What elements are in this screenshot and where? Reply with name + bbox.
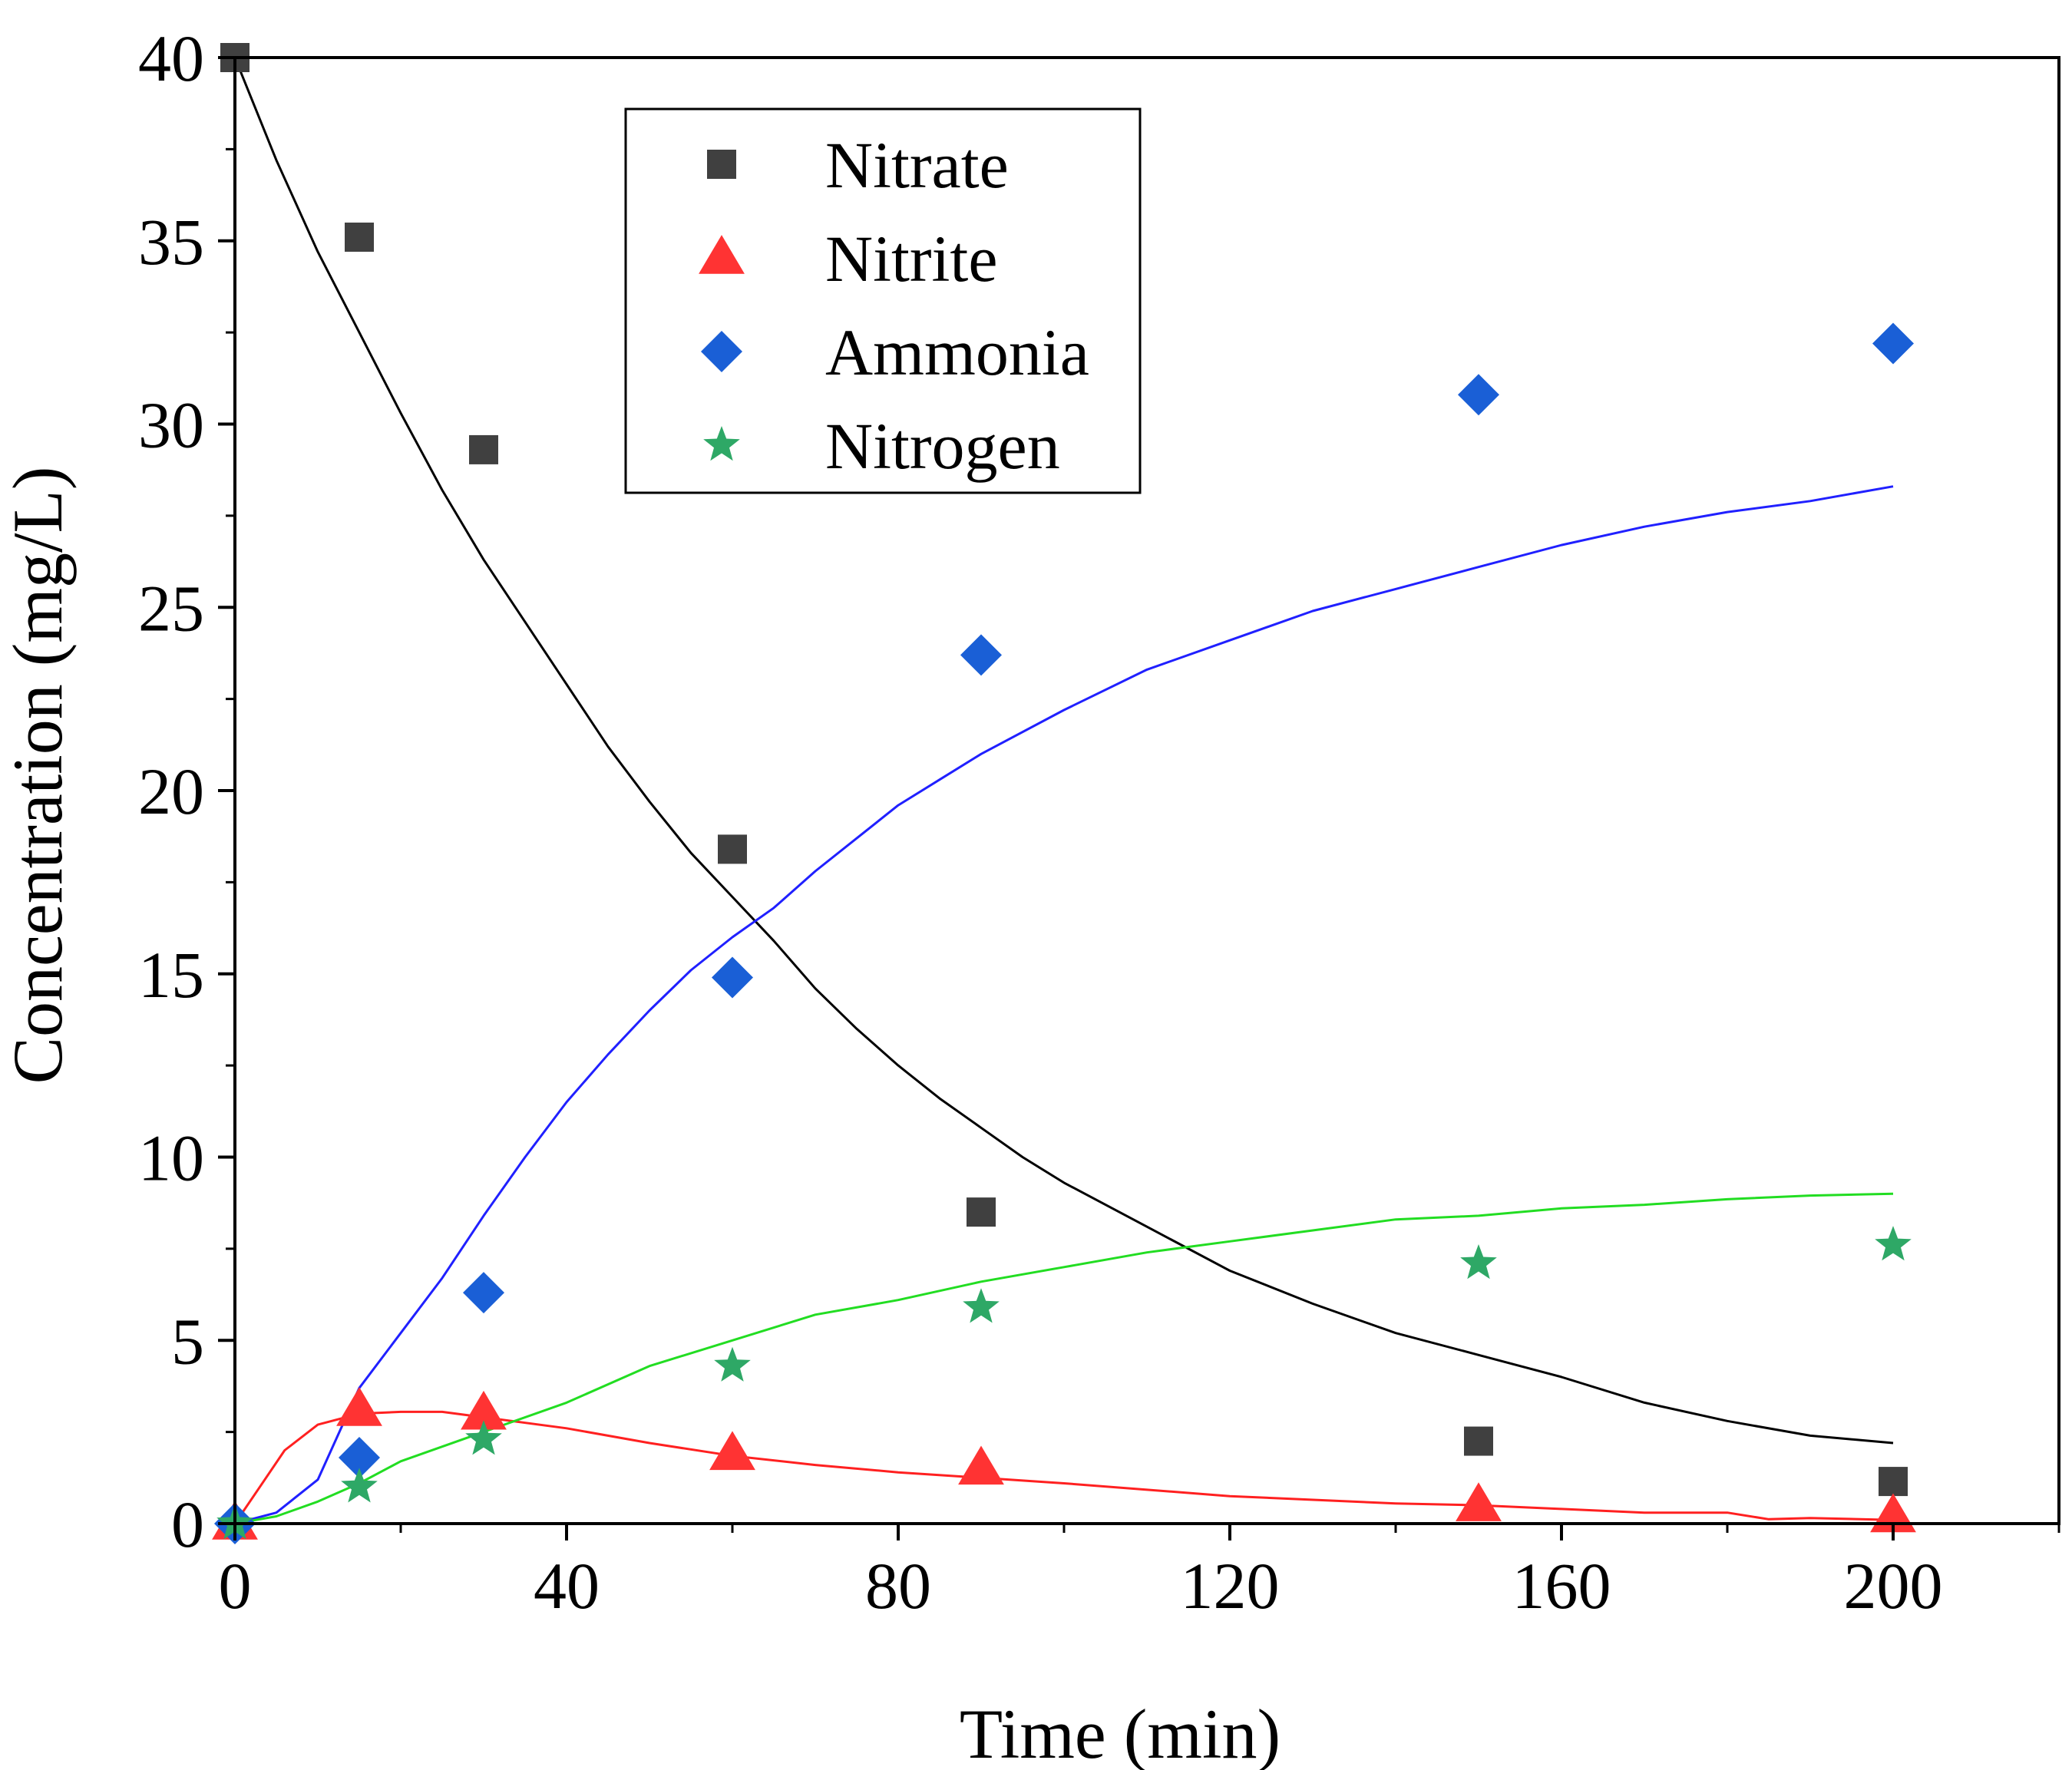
nitrite-point — [1456, 1482, 1502, 1521]
ammonia-model-line — [234, 485, 1894, 1525]
x-tick-label: 0 — [219, 1549, 252, 1623]
legend-ammonia-label: Ammonia — [825, 315, 1089, 389]
y-axis: 0 5 10 15 20 25 30 35 40 — [138, 21, 235, 1561]
x-tick-label: 160 — [1512, 1549, 1611, 1623]
legend-nitrate-label: Nitrate — [825, 128, 1009, 202]
nitrite-point — [336, 1387, 382, 1426]
nitrate-point — [469, 434, 498, 464]
legend-nitrite-marker — [699, 235, 745, 274]
x-tick-label: 120 — [1181, 1549, 1280, 1623]
legend-nitrogen-marker — [703, 426, 740, 461]
x-tick-label: 80 — [865, 1549, 931, 1623]
legend: Nitrate Nitrite Ammonia Nitrogen — [624, 107, 1142, 494]
ammonia-point — [960, 634, 1002, 676]
legend-nitrate-marker — [707, 150, 736, 179]
legend-nitrite-label: Nitrite — [825, 222, 998, 296]
y-tick-label: 25 — [138, 571, 204, 645]
y-tick-label: 0 — [171, 1488, 204, 1561]
nitrogen-point — [1875, 1226, 1912, 1261]
ammonia-point — [1458, 374, 1499, 416]
nitrogen-point — [465, 1420, 502, 1455]
nitrogen-point — [1460, 1244, 1497, 1280]
ammonia-point — [712, 956, 753, 999]
ammonia-point — [1872, 322, 1914, 365]
x-axis-title: Time (min) — [960, 1695, 1281, 1770]
ammonia-point — [463, 1272, 504, 1314]
x-tick-label: 200 — [1844, 1549, 1943, 1623]
legend-nitrogen-label: Nitrogen — [825, 409, 1060, 483]
legend-ammonia-marker — [701, 331, 742, 372]
ammonia-point — [339, 1437, 380, 1479]
nitrogen-model-line — [234, 1192, 1894, 1525]
nitrite-point — [461, 1390, 507, 1430]
nitrate-point — [345, 222, 374, 252]
nitrate-point — [1464, 1426, 1493, 1456]
nitrate-model-line — [233, 57, 1894, 1445]
x-axis: 0 40 80 120 160 200 — [219, 1524, 2060, 1623]
y-axis-title: Concentration (mg/L) — [0, 467, 77, 1085]
y-tick-label: 30 — [138, 388, 204, 462]
nitrogen-point — [341, 1468, 378, 1503]
nitrogen-point — [714, 1346, 751, 1382]
nitrite-point — [709, 1431, 755, 1471]
nitrate-point — [967, 1197, 996, 1227]
y-tick-label: 40 — [138, 21, 204, 95]
nitrogen-point — [963, 1288, 1000, 1323]
nitrate-point — [718, 834, 747, 864]
y-tick-label: 10 — [138, 1121, 204, 1195]
nitrate-point — [1879, 1467, 1908, 1497]
y-tick-label: 20 — [138, 755, 204, 828]
nitrite-point — [958, 1445, 1004, 1485]
y-tick-label: 5 — [171, 1304, 204, 1378]
y-tick-label: 15 — [138, 938, 204, 1012]
x-tick-label: 40 — [534, 1549, 600, 1623]
y-tick-label: 35 — [138, 205, 204, 279]
